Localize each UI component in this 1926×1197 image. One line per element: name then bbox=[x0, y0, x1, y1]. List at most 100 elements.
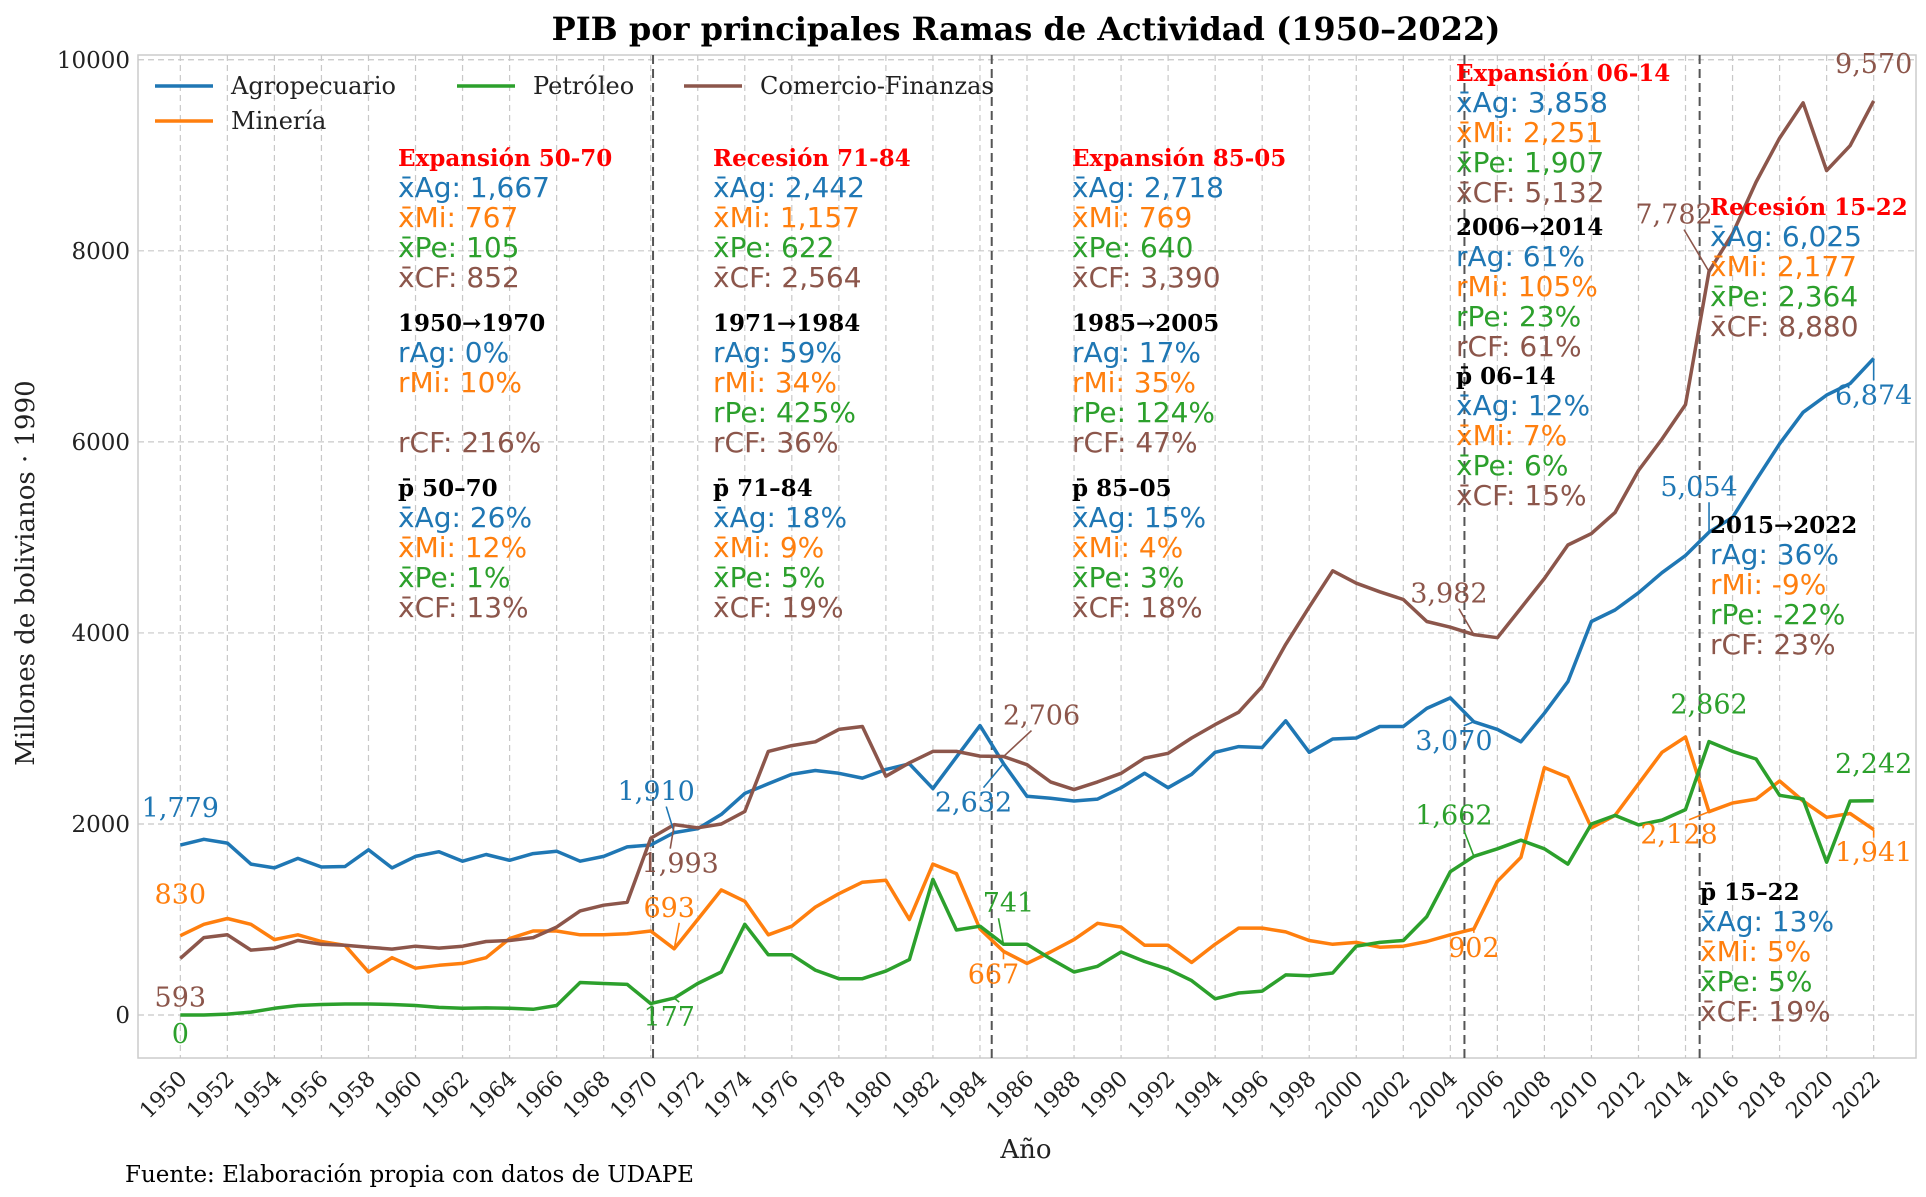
label-leader bbox=[1683, 229, 1710, 273]
annotation-line: x̄Mi: 12% bbox=[398, 531, 527, 564]
series-line bbox=[179, 735, 1875, 974]
annotation-title: Expansión 50-70 bbox=[398, 145, 612, 172]
annotation-line: x̄Mi: 1,157 bbox=[713, 201, 860, 234]
data-label: 3,070 bbox=[1415, 726, 1492, 757]
annotation-line: x̄Mi: 769 bbox=[1072, 201, 1192, 234]
x-tick-label: 1976 bbox=[747, 1067, 804, 1124]
annotation-block: p̄ 15–22x̄Ag: 13%x̄Mi: 5%x̄Pe: 5%x̄CF: 1… bbox=[1700, 879, 1834, 1028]
annotation-line: x̄Ag: 15% bbox=[1072, 501, 1206, 534]
label-leader bbox=[1463, 721, 1475, 727]
annotation-line: rPe: -22% bbox=[1710, 598, 1845, 631]
annotation-line: x̄Mi: 5% bbox=[1700, 935, 1811, 968]
annotation-line: x̄Pe: 2,364 bbox=[1710, 280, 1858, 313]
data-label: 9,570 bbox=[1835, 49, 1912, 80]
annotation-line: x̄Mi: 2,177 bbox=[1710, 250, 1857, 283]
y-tick-label: 0 bbox=[115, 1003, 130, 1029]
x-tick-label: 1972 bbox=[653, 1067, 710, 1124]
x-tick-label: 1980 bbox=[841, 1067, 898, 1124]
annotation-line: rAg: 0% bbox=[398, 336, 509, 369]
legend-label: Comercio-Finanzas bbox=[760, 72, 994, 100]
plot-area: 0200040006000800010000195019521954195619… bbox=[57, 48, 1917, 1124]
annotation-line: rMi: 105% bbox=[1456, 270, 1598, 303]
annotation-line: x̄Pe: 5% bbox=[713, 561, 825, 594]
y-tick-label: 8000 bbox=[71, 239, 130, 265]
label-leader bbox=[669, 824, 676, 849]
annotation-title: p̄ 15–22 bbox=[1700, 879, 1800, 906]
data-label: 177 bbox=[643, 1002, 695, 1033]
annotation-line: rCF: 61% bbox=[1456, 330, 1582, 363]
annotation-line: x̄CF: 3,390 bbox=[1072, 261, 1221, 294]
x-tick-label: 2010 bbox=[1546, 1067, 1603, 1124]
x-tick-label: 2004 bbox=[1405, 1067, 1462, 1124]
annotation-line: x̄CF: 19% bbox=[713, 591, 844, 624]
x-tick-label: 1960 bbox=[370, 1067, 427, 1124]
x-tick-label: 1964 bbox=[465, 1067, 522, 1124]
x-tick-label: 2008 bbox=[1499, 1067, 1556, 1124]
x-tick-label: 2000 bbox=[1311, 1067, 1368, 1124]
data-label: 1,779 bbox=[142, 793, 219, 824]
x-tick-label: 1954 bbox=[229, 1067, 286, 1124]
annotation-block: p̄ 50–70x̄Ag: 26%x̄Mi: 12%x̄Pe: 1%x̄CF: … bbox=[398, 475, 532, 624]
series-line bbox=[179, 357, 1875, 870]
label-leader bbox=[1688, 810, 1710, 821]
x-tick-label: 1952 bbox=[182, 1067, 239, 1124]
data-label: 902 bbox=[1448, 933, 1500, 964]
data-label: 2,706 bbox=[1003, 701, 1080, 732]
legend: Agropecuario Petróleo Comercio-Finanzas Min… bbox=[155, 72, 994, 135]
x-tick-label: 1986 bbox=[982, 1067, 1039, 1124]
annotation-line: x̄Ag: 12% bbox=[1456, 389, 1590, 422]
x-tick-label: 1968 bbox=[559, 1067, 616, 1124]
data-label: 1,993 bbox=[642, 849, 719, 880]
y-tick-label: 2000 bbox=[71, 812, 130, 838]
data-label: 2,632 bbox=[935, 788, 1012, 819]
annotation-line: rAg: 17% bbox=[1072, 336, 1201, 369]
annotation-line: rCF: 23% bbox=[1710, 628, 1836, 661]
annotation-line: rMi: 34% bbox=[713, 366, 837, 399]
annotation-title: Recesión 15-22 bbox=[1710, 194, 1908, 221]
y-tick-label: 10000 bbox=[57, 48, 130, 74]
annotation-line: x̄Pe: 3% bbox=[1072, 561, 1184, 594]
annotation-line: rCF: 36% bbox=[713, 426, 839, 459]
label-leader bbox=[1458, 608, 1475, 636]
annotation-title: Expansión 85-05 bbox=[1072, 145, 1286, 172]
annotation-line: x̄Mi: 767 bbox=[398, 201, 518, 234]
data-label: 667 bbox=[968, 959, 1020, 990]
x-tick-label: 1970 bbox=[606, 1067, 663, 1124]
annotation-line: x̄Pe: 1,907 bbox=[1456, 146, 1604, 179]
annotation-line: x̄Ag: 2,442 bbox=[713, 171, 865, 204]
data-label: 0 bbox=[172, 1019, 189, 1050]
annotation-title: p̄ 85–05 bbox=[1072, 475, 1172, 502]
annotation-line: x̄CF: 852 bbox=[398, 261, 520, 294]
x-tick-label: 1994 bbox=[1170, 1067, 1227, 1124]
annotation-line: rPe: 23% bbox=[1456, 300, 1581, 333]
label-leader bbox=[673, 922, 681, 949]
annotation-line: x̄Mi: 7% bbox=[1456, 419, 1567, 452]
y-axis-label: Millones de bolivianos · 1990 bbox=[11, 380, 41, 765]
y-tick-label: 6000 bbox=[71, 430, 130, 456]
x-tick-label: 1978 bbox=[794, 1067, 851, 1124]
annotation-line: x̄Mi: 4% bbox=[1072, 531, 1183, 564]
data-label: 1,910 bbox=[618, 777, 695, 808]
annotation-line: x̄Pe: 6% bbox=[1456, 449, 1568, 482]
x-tick-label: 1950 bbox=[135, 1067, 192, 1124]
annotation-block: p̄ 71–84x̄Ag: 18%x̄Mi: 9%x̄Pe: 5%x̄CF: 1… bbox=[713, 475, 847, 624]
annotation-line: x̄Pe: 640 bbox=[1072, 231, 1193, 264]
annotation-block: p̄ 85–05x̄Ag: 15%x̄Mi: 4%x̄Pe: 3%x̄CF: 1… bbox=[1072, 475, 1206, 624]
series-line bbox=[179, 100, 1876, 960]
data-label: 3,982 bbox=[1410, 579, 1487, 610]
x-tick-label: 2014 bbox=[1640, 1067, 1697, 1124]
annotation-line: rPe: 124% bbox=[1072, 396, 1215, 429]
label-leader bbox=[673, 997, 680, 1003]
source-note: Fuente: Elaboración propia con datos de … bbox=[125, 1162, 694, 1188]
annotation-title: 1985→2005 bbox=[1072, 310, 1219, 337]
annotation-title: 2006→2014 bbox=[1456, 214, 1603, 241]
annotation-line: x̄Ag: 18% bbox=[713, 501, 847, 534]
annotation-line: x̄Mi: 2,251 bbox=[1456, 116, 1603, 149]
x-tick-label: 1962 bbox=[418, 1067, 475, 1124]
